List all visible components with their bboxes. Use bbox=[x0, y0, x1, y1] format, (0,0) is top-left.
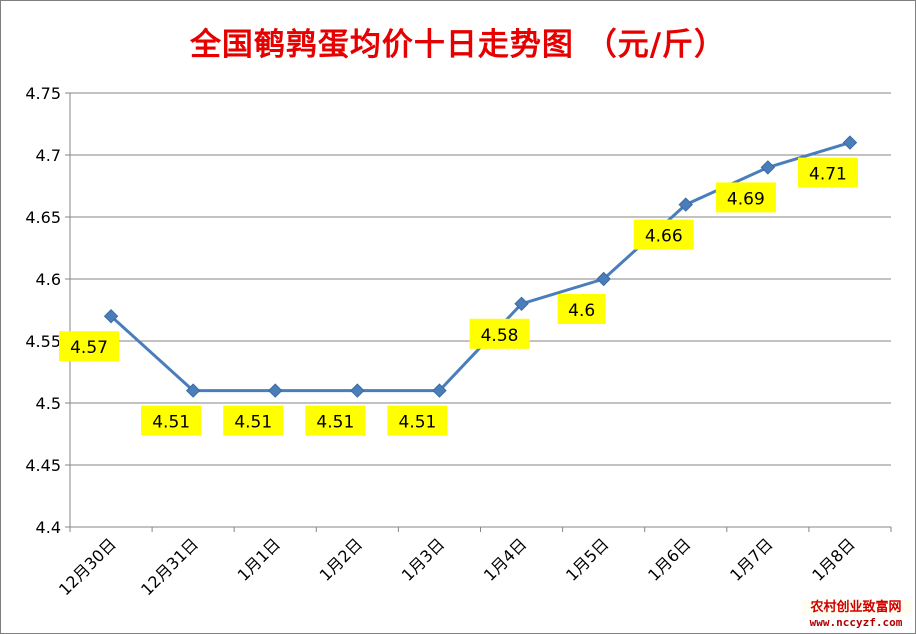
site-watermark: 农村创业致富网 www.nccyzf.com bbox=[801, 600, 911, 630]
data-point-marker bbox=[760, 160, 776, 175]
data-label: 4.51 bbox=[234, 413, 272, 433]
data-label: 4.51 bbox=[152, 413, 190, 433]
data-label-background bbox=[557, 294, 606, 324]
x-tick-label: 1月3日 bbox=[398, 534, 448, 584]
data-label: 4.71 bbox=[809, 165, 847, 185]
data-label-background bbox=[633, 219, 694, 250]
data-point-marker bbox=[842, 135, 858, 150]
y-tick-label: 4.55 bbox=[25, 332, 61, 351]
data-point-marker bbox=[432, 383, 447, 398]
data-label: 4.58 bbox=[481, 326, 519, 346]
data-label: 4.69 bbox=[727, 189, 765, 209]
data-point-marker bbox=[268, 383, 283, 398]
y-tick-label: 4.75 bbox=[25, 84, 61, 103]
data-label-background bbox=[59, 331, 120, 362]
data-label: 4.51 bbox=[399, 413, 437, 433]
y-tick-label: 4.5 bbox=[36, 394, 61, 413]
x-tick-label: 1月6日 bbox=[644, 534, 694, 584]
x-tick-label: 1月2日 bbox=[316, 534, 366, 584]
x-tick-label: 1月7日 bbox=[726, 534, 776, 584]
x-tick-label: 12月31日 bbox=[137, 534, 202, 599]
y-tick-label: 4.65 bbox=[25, 208, 61, 227]
data-label-background bbox=[469, 318, 530, 349]
x-tick-label: 1月4日 bbox=[480, 534, 530, 584]
data-point-marker bbox=[185, 383, 201, 398]
x-tick-label: 1月5日 bbox=[562, 534, 612, 584]
data-label-background bbox=[387, 405, 448, 436]
y-tick-label: 4.4 bbox=[36, 518, 61, 537]
data-point-marker bbox=[514, 296, 529, 312]
data-label-background bbox=[141, 405, 202, 436]
data-label-background bbox=[223, 405, 284, 436]
data-point-marker bbox=[103, 308, 119, 324]
y-tick-label: 4.6 bbox=[36, 270, 61, 289]
x-tick-label: 1月8日 bbox=[808, 534, 858, 584]
data-label: 4.6 bbox=[568, 301, 595, 321]
x-tick-label: 1月1日 bbox=[234, 534, 284, 584]
data-label-background bbox=[797, 157, 858, 188]
y-tick-label: 4.45 bbox=[25, 456, 61, 475]
data-label-background bbox=[715, 182, 776, 213]
chart-title: 全国鹌鹑蛋均价十日走势图 （元/斤） bbox=[189, 27, 727, 63]
data-label: 4.66 bbox=[645, 227, 683, 247]
data-point-marker bbox=[596, 271, 611, 287]
data-label-background bbox=[305, 405, 366, 436]
data-point-marker bbox=[678, 197, 693, 212]
data-label: 4.57 bbox=[70, 338, 108, 358]
data-label: 4.51 bbox=[316, 413, 354, 433]
watermark-site-name: 农村创业致富网 bbox=[801, 600, 911, 616]
series-line bbox=[110, 141, 851, 393]
data-point-marker bbox=[350, 383, 365, 398]
y-tick-label: 4.7 bbox=[36, 146, 61, 165]
x-tick-label: 12月30日 bbox=[55, 534, 120, 599]
watermark-site-url: www.nccyzf.com bbox=[809, 616, 903, 629]
